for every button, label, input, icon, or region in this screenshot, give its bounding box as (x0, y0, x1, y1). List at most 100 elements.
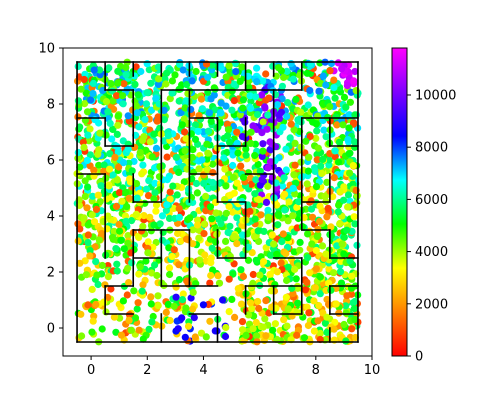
scatter-point (84, 183, 92, 191)
scatter-point (163, 201, 171, 209)
scatter-point (83, 108, 92, 116)
scatter-point (166, 195, 174, 203)
scatter-point (207, 259, 215, 267)
scatter-point (134, 232, 142, 240)
scatter-point (175, 213, 183, 221)
scatter-point (178, 296, 187, 304)
scatter-point (183, 81, 191, 89)
scatter-point (325, 300, 333, 308)
scatter-point (345, 111, 353, 119)
scatter-point (217, 99, 225, 107)
scatter-point (294, 117, 303, 125)
scatter-point (251, 190, 259, 198)
scatter-point (327, 59, 336, 68)
scatter-point (233, 240, 241, 248)
scatter-point (260, 227, 268, 235)
colorbar-tick-label: 4000 (415, 245, 448, 260)
scatter-point (123, 291, 131, 299)
scatter-point (154, 63, 162, 71)
scatter-point (74, 62, 82, 70)
scatter-point (280, 73, 288, 81)
scatter-point (132, 180, 141, 188)
scatter-point (151, 179, 159, 187)
scatter-point (248, 249, 256, 257)
scatter-point (192, 179, 201, 188)
scatter-point (222, 237, 230, 245)
scatter-point (108, 135, 116, 143)
colorbar-gradient (391, 47, 408, 357)
scatter-point (104, 108, 112, 116)
scatter-point (214, 215, 222, 223)
scatter-point (284, 99, 292, 107)
scatter-point (74, 97, 82, 105)
scatter-point (122, 63, 130, 72)
scatter-point (314, 317, 322, 325)
scatter-point (90, 166, 98, 174)
scatter-point (250, 232, 259, 241)
scatter-point (114, 67, 122, 75)
scatter-point (245, 83, 253, 91)
scatter-point (191, 121, 200, 129)
scatter-point (222, 182, 230, 190)
scatter-point (253, 78, 261, 86)
colorbar-tick-label: 2000 (415, 297, 448, 312)
scatter-point (255, 237, 263, 245)
scatter-point (200, 230, 208, 238)
colorbar-tick-label: 6000 (415, 193, 448, 208)
scatter-point (122, 71, 130, 79)
scatter-point (204, 127, 213, 135)
scatter-point (206, 279, 214, 287)
scatter-point (175, 276, 183, 284)
scatter-point (85, 137, 93, 145)
scatter-point (231, 313, 239, 321)
scatter-point (224, 126, 233, 134)
scatter-point (311, 167, 319, 175)
scatter-point (98, 325, 106, 333)
scatter-point (258, 176, 266, 184)
scatter-point (228, 106, 236, 114)
scatter-point (162, 308, 170, 316)
scatter-point (96, 66, 104, 74)
scatter-point (204, 149, 212, 157)
scatter-point (74, 237, 82, 245)
scatter-point (228, 295, 236, 303)
scatter-point (286, 134, 294, 142)
scatter-point (225, 62, 233, 70)
scatter-point (113, 92, 121, 100)
scatter-point (226, 138, 234, 146)
scatter-point (292, 275, 300, 283)
scatter-point (188, 153, 196, 161)
scatter-point (124, 239, 132, 247)
scatter-point (125, 279, 133, 287)
scatter-point (236, 77, 244, 85)
scatter-point (195, 234, 203, 242)
scatter-point (338, 240, 346, 248)
scatter-point (174, 229, 182, 238)
y-tick-label: 2 (47, 266, 55, 281)
plot-frame (62, 47, 373, 357)
scatter-point (175, 261, 183, 269)
scatter-point (81, 257, 89, 265)
scatter-point (327, 286, 335, 294)
scatter-point (315, 87, 323, 95)
scatter-point (87, 96, 95, 104)
x-tick-label: 10 (364, 363, 381, 378)
scatter-point (351, 297, 359, 306)
scatter-point (91, 116, 99, 124)
scatter-point (84, 238, 92, 247)
scatter-point (233, 179, 241, 187)
scatter-point (182, 97, 190, 105)
scatter-point (253, 110, 262, 119)
scatter-point (165, 264, 174, 272)
scatter-point (283, 276, 291, 285)
scatter-point (175, 168, 183, 176)
scatter-point (340, 233, 348, 241)
scatter-point (259, 323, 267, 331)
scatter-point (230, 97, 238, 105)
scatter-point (290, 171, 298, 179)
scatter-point (181, 128, 189, 136)
scatter-point (145, 177, 153, 185)
scatter-point (348, 272, 356, 280)
scatter-point (254, 297, 262, 306)
scatter-point (259, 118, 267, 126)
